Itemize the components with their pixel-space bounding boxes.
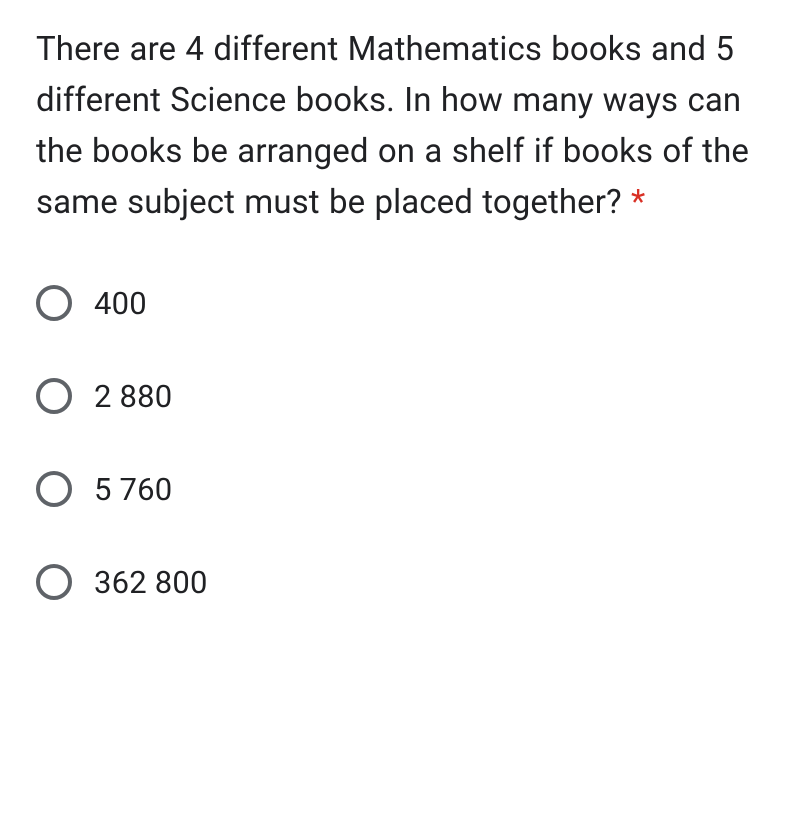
option-label: 2 880 xyxy=(94,378,172,415)
option-label: 400 xyxy=(94,285,147,322)
required-marker: * xyxy=(631,183,645,222)
option-1[interactable]: 2 880 xyxy=(36,378,755,415)
radio-icon xyxy=(36,378,72,414)
options-group: 400 2 880 5 760 362 800 xyxy=(36,285,755,601)
option-3[interactable]: 362 800 xyxy=(36,564,755,601)
option-2[interactable]: 5 760 xyxy=(36,471,755,508)
option-label: 5 760 xyxy=(94,471,172,508)
radio-icon xyxy=(36,471,72,507)
radio-icon xyxy=(36,285,72,321)
question-text: There are 4 different Mathematics books … xyxy=(36,24,755,229)
radio-icon xyxy=(36,564,72,600)
option-label: 362 800 xyxy=(94,564,208,601)
option-0[interactable]: 400 xyxy=(36,285,755,322)
